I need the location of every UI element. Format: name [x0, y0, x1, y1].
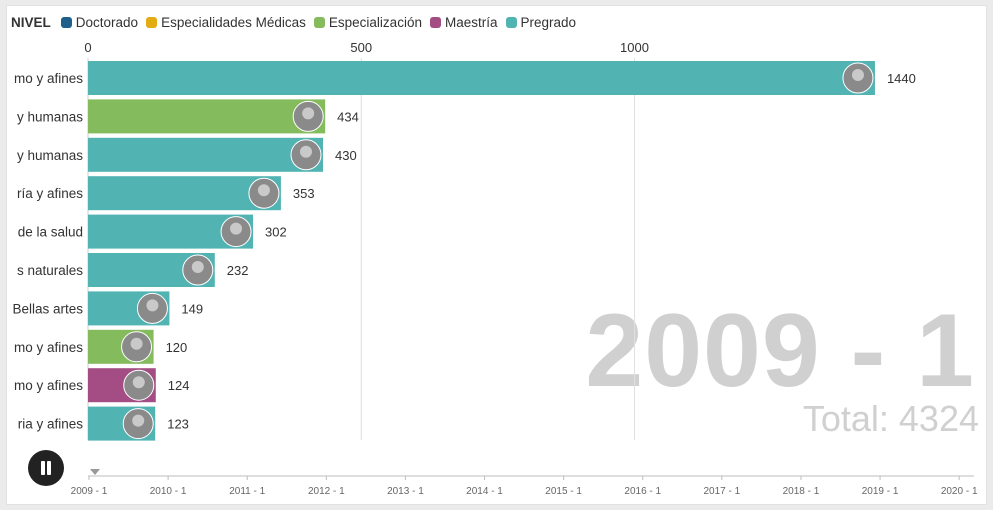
timeline-label[interactable]: 2016 - 1	[624, 486, 661, 497]
bar-avatar-detail	[257, 184, 270, 197]
x-tick-label: 1000	[620, 40, 649, 55]
legend-label-especializacion: Especialización	[328, 14, 422, 30]
timeline-label[interactable]: 2017 - 1	[704, 486, 741, 497]
timeline-handle[interactable]	[90, 469, 100, 475]
legend-label-doctorado: Doctorado	[75, 14, 139, 30]
pause-button[interactable]	[28, 450, 64, 486]
x-tick-label: 500	[350, 40, 372, 55]
timeline-label[interactable]: 2014 - 1	[466, 486, 503, 497]
bar[interactable]	[88, 99, 326, 134]
value-label: 124	[168, 378, 190, 393]
category-label: ría y afines	[17, 186, 83, 201]
legend-label-especialidades-medicas: Especialidades Médicas	[161, 14, 306, 30]
timeline-label[interactable]: 2020 - 1	[941, 486, 978, 497]
legend-swatch-especialidades-medicas	[146, 16, 158, 28]
timeline-label[interactable]: 2009 - 1	[71, 486, 108, 497]
legend-item-pregrado[interactable]: Pregrado	[505, 14, 577, 30]
category-label: de la salud	[18, 225, 83, 240]
category-label: y humanas	[17, 148, 83, 163]
timeline-label[interactable]: 2013 - 1	[387, 486, 424, 497]
legend-swatch-especializacion	[313, 16, 325, 28]
bar-avatar-detail	[130, 337, 143, 350]
legend: NIVEL Doctorado Especialidades Médicas E…	[11, 12, 584, 32]
bar[interactable]	[88, 61, 875, 95]
legend-item-maestria[interactable]: Maestría	[429, 14, 498, 30]
category-label: Bellas artes	[12, 301, 83, 316]
category-label: y humanas	[17, 109, 83, 124]
timeline-label[interactable]: 2011 - 1	[229, 486, 265, 497]
bar-avatar-detail	[299, 145, 312, 158]
timeline-label[interactable]: 2010 - 1	[150, 486, 187, 497]
bar[interactable]	[88, 137, 323, 172]
legend-item-doctorado[interactable]: Doctorado	[60, 14, 139, 30]
timeline-label[interactable]: 2018 - 1	[783, 486, 820, 497]
category-label: mo y afines	[14, 378, 83, 393]
timeline-label[interactable]: 2015 - 1	[545, 486, 582, 497]
value-label: 120	[166, 340, 188, 355]
category-label: s naturales	[17, 263, 83, 278]
legend-item-especialidades-medicas[interactable]: Especialidades Médicas	[146, 15, 306, 30]
x-tick-label: 0	[84, 40, 91, 55]
bar-avatar-detail	[230, 222, 243, 235]
value-label: 430	[335, 148, 357, 163]
pause-icon-bar	[47, 461, 51, 475]
bar-avatar-detail	[191, 261, 204, 273]
bar-avatar-detail	[851, 69, 864, 81]
legend-label-pregrado: Pregrado	[520, 14, 577, 30]
legend-swatch-pregrado	[505, 16, 517, 28]
value-label: 302	[265, 225, 287, 240]
pause-icon	[41, 461, 45, 475]
category-label: mo y afines	[14, 71, 83, 86]
value-label: 149	[181, 301, 203, 316]
legend-label-maestria: Maestría	[444, 14, 498, 30]
value-label: 1440	[887, 71, 916, 86]
legend-swatch-maestria	[429, 16, 441, 28]
value-label: 353	[293, 186, 315, 201]
legend-swatch-doctorado	[60, 16, 72, 28]
total-watermark: Total: 4324	[802, 398, 979, 439]
bar-avatar-detail	[302, 107, 315, 120]
category-label: ria y afines	[18, 417, 84, 432]
bar-avatar-detail	[132, 376, 145, 389]
value-label: 232	[227, 263, 249, 278]
value-label: 434	[337, 109, 359, 124]
bar-avatar-detail	[146, 299, 159, 312]
value-label: 123	[167, 417, 189, 432]
timeline-label[interactable]: 2019 - 1	[862, 486, 899, 497]
category-label: mo y afines	[14, 340, 83, 355]
current-period-watermark: 2009 - 1	[585, 293, 975, 409]
legend-title: NIVEL	[11, 14, 51, 30]
timeline-label[interactable]: 2012 - 1	[308, 486, 345, 497]
legend-item-especializacion[interactable]: Especialización	[313, 14, 422, 30]
bar-avatar-detail	[132, 414, 145, 427]
